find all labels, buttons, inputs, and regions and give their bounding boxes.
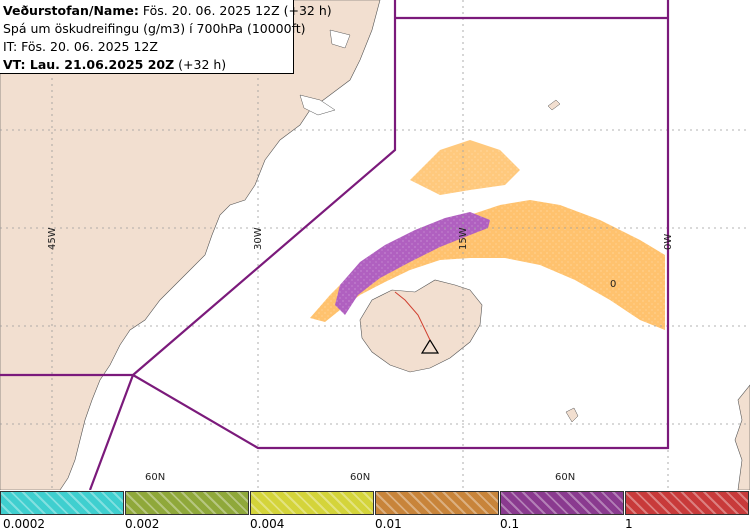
volcano-marker — [420, 338, 440, 354]
concentration-legend: 0.0002 0.002 0.004 0.01 0.1 1 — [0, 490, 750, 532]
header-valid-time: VT: Lau. 21.06.2025 20Z — [3, 57, 175, 72]
greenland-landmass — [0, 0, 381, 490]
lat-label-60n-a: 60N — [145, 472, 165, 483]
legend-swatch — [500, 491, 624, 515]
legend-swatch — [250, 491, 374, 515]
header-issue-time: IT: Fös. 20. 06. 2025 12Z — [3, 39, 158, 54]
legend-color-bar — [0, 491, 750, 515]
lat-label-60n-c: 60N — [555, 472, 575, 483]
plume-trace — [394, 291, 431, 341]
advisory-boundary — [0, 0, 670, 490]
legend-tick-label: 0.0002 — [3, 517, 45, 531]
legend-swatch — [125, 491, 249, 515]
forecast-info-box: Veðurstofan/Name: Fös. 20. 06. 2025 12Z … — [0, 0, 332, 74]
plume-marker-label: 0 — [610, 279, 616, 290]
lon-label-30w: 30W — [253, 227, 264, 250]
lon-label-15w: 15W — [458, 227, 469, 250]
legend-swatch — [0, 491, 124, 515]
header-description: Spá um öskudreifingu (g/m3) í 700hPa (10… — [3, 21, 306, 36]
jan-mayen — [547, 99, 561, 111]
legend-tick-label: 0.004 — [250, 517, 285, 531]
lon-label-45w: 45W — [47, 227, 58, 250]
faroe-islands — [565, 407, 579, 423]
header-source: Veðurstofan/Name: — [3, 3, 139, 18]
legend-tick-label: 0.002 — [125, 517, 160, 531]
legend-tick-label: 1 — [625, 517, 633, 531]
greenland-fjord — [299, 94, 336, 116]
legend-ticks: 0.0002 0.002 0.004 0.01 0.1 1 — [0, 517, 750, 532]
map-canvas: 45W 30W 15W 0W 60N 60N 60N 0 — [0, 0, 750, 490]
greenland-fjord-2 — [329, 29, 351, 49]
header-date: Fös. 20. 06. 2025 12Z (+32 h) — [142, 3, 332, 18]
legend-tick-label: 0.1 — [500, 517, 520, 531]
legend-swatch — [625, 491, 749, 515]
legend-swatch — [375, 491, 499, 515]
lat-label-60n-b: 60N — [350, 472, 370, 483]
legend-tick-label: 0.01 — [375, 517, 402, 531]
lon-label-0w: 0W — [663, 234, 674, 250]
ash-dispersion-map: 45W 30W 15W 0W 60N 60N 60N 0 — [0, 0, 750, 490]
norway-coast — [734, 384, 750, 490]
header-lead-time: (+32 h) — [178, 57, 227, 72]
